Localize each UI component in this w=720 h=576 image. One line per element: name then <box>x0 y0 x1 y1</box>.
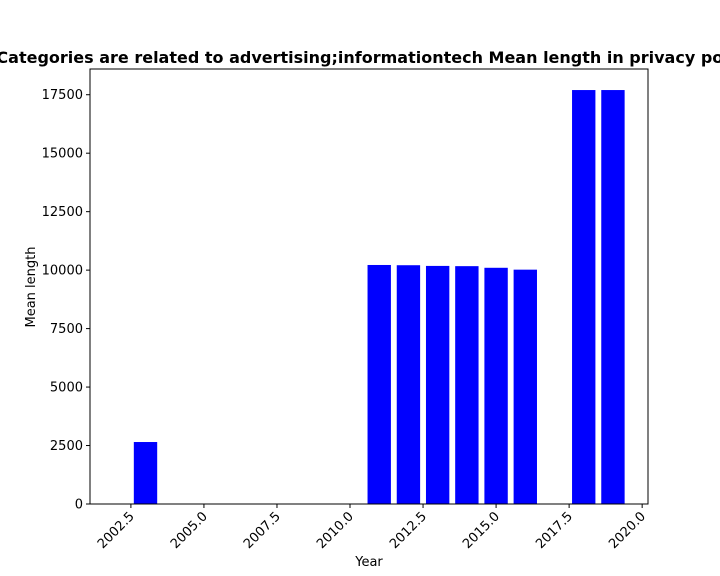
plot-frame <box>89 68 649 505</box>
y-tick-label: 5000 <box>50 381 83 396</box>
bar-2013 <box>425 265 450 504</box>
x-tick-label: 2007.5 <box>241 509 284 552</box>
bar-2016 <box>513 269 537 504</box>
bar-2014 <box>455 266 479 504</box>
bar-2012 <box>396 265 421 504</box>
bar-2015 <box>484 267 508 504</box>
y-tick-label: 7500 <box>50 322 83 337</box>
bar-2019 <box>601 90 625 505</box>
y-tick-label: 0 <box>75 498 83 513</box>
y-tick-label: 2500 <box>50 439 83 454</box>
bars <box>133 90 625 505</box>
x-axis-label: Year <box>354 555 383 570</box>
bar-2003 <box>133 442 158 504</box>
bar-2011 <box>367 264 391 504</box>
y-tick-label: 15000 <box>42 147 83 162</box>
x-tick-label: 2010.0 <box>314 509 357 552</box>
x-tick-label: 2020.0 <box>606 509 649 552</box>
y-tick-label: 12500 <box>42 205 83 220</box>
x-tick-label: 2017.5 <box>533 509 576 552</box>
y-axis: 0 2500 5000 7500 10000 12500 15000 17500 <box>42 88 90 513</box>
x-tick-label: 2015.0 <box>460 509 503 552</box>
x-axis: 2002.5 2005.0 2007.5 2010.0 2012.5 2015.0 2017… <box>95 504 649 552</box>
x-tick-label: 2002.5 <box>95 509 138 552</box>
y-tick-label: 10000 <box>42 264 83 279</box>
bar-2018 <box>572 90 596 505</box>
x-tick-label: 2012.5 <box>387 509 430 552</box>
chart-title: Categories are related to advertising;in… <box>0 48 720 67</box>
y-axis-label: Mean length <box>24 247 39 328</box>
y-tick-label: 17500 <box>42 88 83 103</box>
x-tick-label: 2005.0 <box>168 509 211 552</box>
